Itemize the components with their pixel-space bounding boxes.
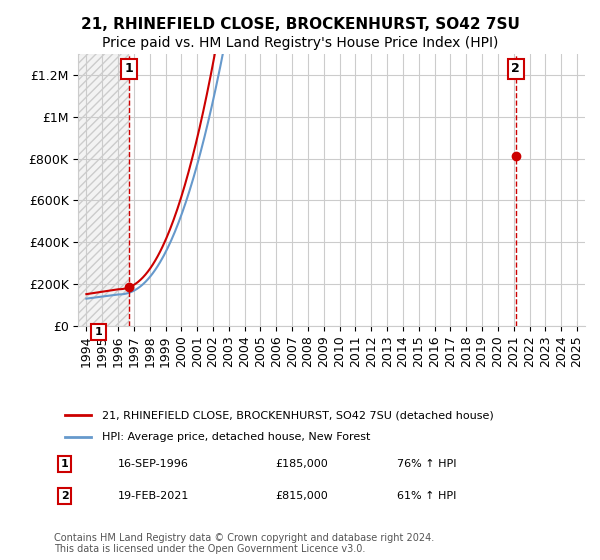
Text: 21, RHINEFIELD CLOSE, BROCKENHURST, SO42 7SU (detached house): 21, RHINEFIELD CLOSE, BROCKENHURST, SO42… <box>101 410 493 420</box>
Text: 1: 1 <box>61 459 68 469</box>
Text: 2: 2 <box>511 62 520 76</box>
Text: HPI: Average price, detached house, New Forest: HPI: Average price, detached house, New … <box>101 432 370 442</box>
Text: 61% ↑ HPI: 61% ↑ HPI <box>397 491 457 501</box>
Text: 1: 1 <box>125 62 134 76</box>
Text: Contains HM Land Registry data © Crown copyright and database right 2024.
This d: Contains HM Land Registry data © Crown c… <box>54 533 434 554</box>
Text: Price paid vs. HM Land Registry's House Price Index (HPI): Price paid vs. HM Land Registry's House … <box>102 36 498 50</box>
Text: 16-SEP-1996: 16-SEP-1996 <box>118 459 188 469</box>
Text: £185,000: £185,000 <box>276 459 329 469</box>
Bar <box>79 54 129 326</box>
Bar <box>79 54 129 326</box>
Text: 19-FEB-2021: 19-FEB-2021 <box>118 491 189 501</box>
Text: 1: 1 <box>95 327 103 337</box>
Text: 2: 2 <box>61 491 68 501</box>
Text: 76% ↑ HPI: 76% ↑ HPI <box>397 459 457 469</box>
Text: £815,000: £815,000 <box>276 491 329 501</box>
Text: 21, RHINEFIELD CLOSE, BROCKENHURST, SO42 7SU: 21, RHINEFIELD CLOSE, BROCKENHURST, SO42… <box>80 17 520 32</box>
